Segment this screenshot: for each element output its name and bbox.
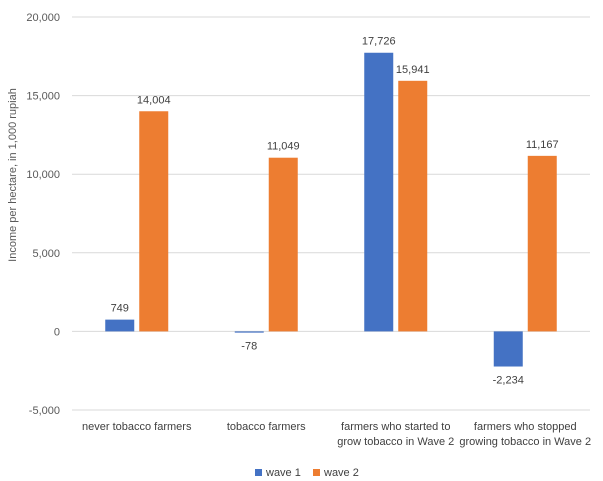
bar-wave-1 xyxy=(105,319,135,332)
data-label: 11,049 xyxy=(267,141,300,153)
category-label: never tobacco farmers xyxy=(82,421,192,433)
y-tick-label: -5,000 xyxy=(29,405,60,417)
bar-wave-2 xyxy=(398,80,428,332)
bar-wave-1 xyxy=(493,331,523,367)
legend-swatch xyxy=(255,469,262,476)
x-axis-categories: never tobacco farmers tobacco farmers farm… xyxy=(82,421,591,448)
bar-wave-2 xyxy=(268,157,298,332)
bar-wave-2 xyxy=(527,155,557,332)
y-tick-label: 5,000 xyxy=(32,248,60,260)
category-label: tobacco farmers xyxy=(227,421,306,433)
category-label: farmers who stopped xyxy=(474,421,577,433)
bars xyxy=(105,52,557,367)
category-label: growing tobacco in Wave 2 xyxy=(459,436,591,448)
legend: wave 1 wave 2 xyxy=(255,467,359,479)
y-tick-label: 0 xyxy=(54,326,60,338)
y-tick-label: 15,000 xyxy=(26,91,60,103)
category-label: farmers who started to xyxy=(341,421,450,433)
legend-label: wave 2 xyxy=(323,467,359,479)
legend-label: wave 1 xyxy=(265,467,301,479)
data-label: 14,004 xyxy=(137,94,171,106)
y-axis-ticks: -5,000 0 5,000 10,000 15,000 20,000 xyxy=(26,12,60,417)
legend-swatch xyxy=(313,469,320,476)
data-label: -78 xyxy=(241,341,257,353)
data-label: 17,726 xyxy=(362,36,396,48)
y-tick-label: 10,000 xyxy=(26,169,60,181)
bar-wave-1 xyxy=(364,52,394,332)
data-label: -2,234 xyxy=(493,375,524,387)
data-label: 11,167 xyxy=(526,139,559,151)
y-axis-label: Income per hectare, in 1,000 rupiah xyxy=(7,88,19,262)
bar-wave-2 xyxy=(139,111,169,332)
bar-wave-1 xyxy=(234,331,264,333)
category-label: grow tobacco in Wave 2 xyxy=(337,436,454,448)
data-label: 15,941 xyxy=(396,64,430,76)
data-labels: 749 14,004 -78 11,049 17,726 15,941 -2,234 11,1… xyxy=(111,36,559,387)
data-label: 749 xyxy=(111,303,129,315)
y-tick-label: 20,000 xyxy=(26,12,60,24)
